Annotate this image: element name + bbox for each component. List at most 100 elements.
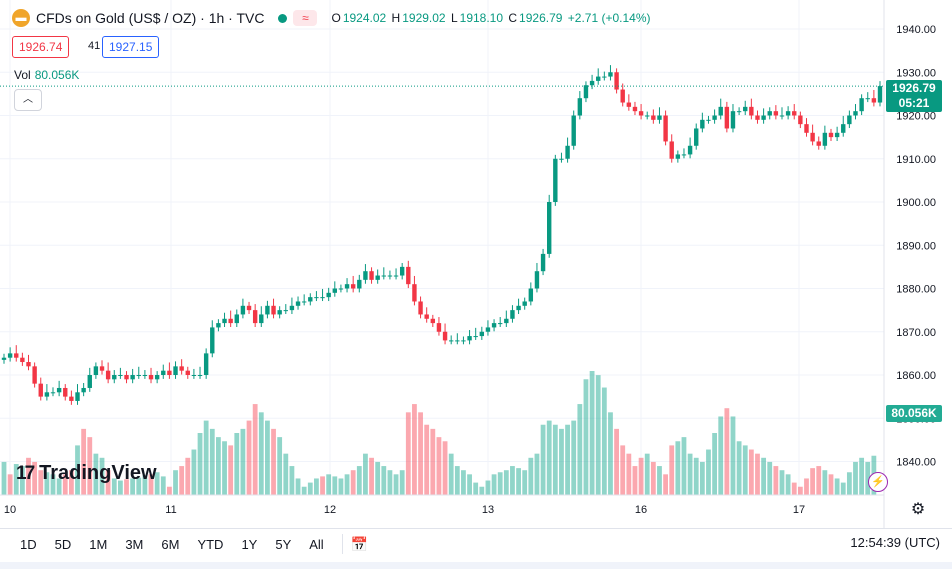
candle-body [816,141,821,146]
range-ytd[interactable]: YTD [197,536,224,552]
volume-bar [62,474,68,495]
candle-body [32,366,37,384]
delayed-data-icon[interactable]: ≈ [293,10,318,26]
buy-price-button[interactable]: 1927.15 [102,36,160,58]
range-3m[interactable]: 3M [125,536,144,552]
candle-body [743,106,748,112]
change-value: +2.71 (+0.14%) [567,11,651,25]
volume-tag: 80.056K [886,405,942,422]
price-tick-label: 1870.00 [896,327,936,339]
volume-bar [865,461,871,495]
candle-body [406,266,411,285]
volume-bar [687,453,693,495]
candle-body [448,340,454,342]
volume-bar [497,472,503,495]
price-axis[interactable]: 1840.001850.001860.001870.001880.001890.… [883,0,936,528]
candle-body [865,98,870,100]
candle-body [547,202,552,254]
volume-label: Vol [14,68,31,82]
candle-body [344,284,350,289]
volume-bar [491,474,497,495]
volume-bar [234,433,240,495]
candle-body [602,76,607,78]
candle-body [626,102,632,107]
candle-body [681,154,687,156]
volume-bar [546,420,552,495]
candle-body [20,357,25,363]
time-axis[interactable]: 10 11 12 13 16 17 [0,494,884,516]
volume-bar [56,478,62,495]
range-all[interactable]: All [309,536,324,552]
volume-bar [19,466,25,495]
calendar-icon[interactable]: 📅 [350,535,369,552]
price-tick-label: 1920.00 [896,111,936,123]
volume-bar [859,457,865,495]
volume-bar [381,466,387,495]
candle-body [596,76,601,81]
time-tick-label: 11 [165,504,176,516]
range-1d[interactable]: 1D [20,536,37,552]
volume-bar [117,480,123,495]
lightning-icon[interactable]: ⚡ [868,472,888,492]
candlestick-chart[interactable]: 1840.001850.001860.001870.001880.001890.… [0,0,952,528]
time-tick-label: 12 [324,504,336,516]
candle-body [210,327,215,354]
range-1m[interactable]: 1M [89,536,108,552]
range-6m[interactable]: 6M [161,536,180,552]
high-value: 1929.02 [402,11,446,25]
volume-bar [7,474,13,495]
candle-body [99,366,105,371]
candle-body [283,310,288,312]
volume-bar [785,474,791,495]
collapse-legend-button[interactable]: ︿ [14,89,42,111]
volume-bar [528,457,534,495]
volume-bar [608,412,613,495]
volume-bar [712,433,718,495]
candle-body [124,375,129,380]
volume-legend: Vol 80.056K [14,68,79,82]
candle-body [761,115,766,120]
volume-bar [485,480,491,495]
candle-body [571,115,576,146]
volume-bar [136,477,142,495]
candle-body [730,111,736,129]
candle-body [185,370,190,375]
range-5y[interactable]: 5Y [275,536,292,552]
volume-bar [589,371,595,495]
price-tick-label: 1880.00 [896,284,936,296]
candle-body [510,310,515,319]
price-tick-label: 1940.00 [896,24,936,36]
symbol-title[interactable]: CFDs on Gold (US$ / OZ) · 1h · TVC [36,10,265,26]
candle-body [399,266,405,276]
time-tick-label: 13 [482,504,494,516]
volume-bar [693,457,699,495]
range-5d[interactable]: 5D [54,536,72,552]
volume-bar [448,453,454,495]
price-tick-label: 1910.00 [896,154,936,166]
sell-price-button[interactable]: 1926.74 [12,36,70,58]
candle-body [645,115,650,117]
volume-bar [595,375,601,495]
candle-body [491,323,497,328]
volume-bar [552,424,558,495]
candle-body [534,271,540,289]
candle-body [657,115,662,120]
tradingview-logo-icon: 17 [16,462,35,484]
gear-icon[interactable]: ⚙ [910,501,926,518]
volume-value: 80.056K [34,68,80,82]
volume-bar [583,379,589,495]
volume-bar [767,461,773,495]
candle-body [167,370,172,375]
volume-bar [209,428,215,495]
volume-bar [503,470,509,495]
volume-bar [228,445,234,495]
candle-body [828,132,834,138]
volume-bar [779,470,785,495]
volume-bar [320,476,325,495]
candle-body [853,111,858,116]
range-1y[interactable]: 1Y [241,536,258,552]
candle-body [706,119,711,121]
candle-body [767,111,772,116]
toolbar-divider [341,534,343,554]
utc-clock[interactable]: 12:54:39 (UTC) [850,535,940,550]
